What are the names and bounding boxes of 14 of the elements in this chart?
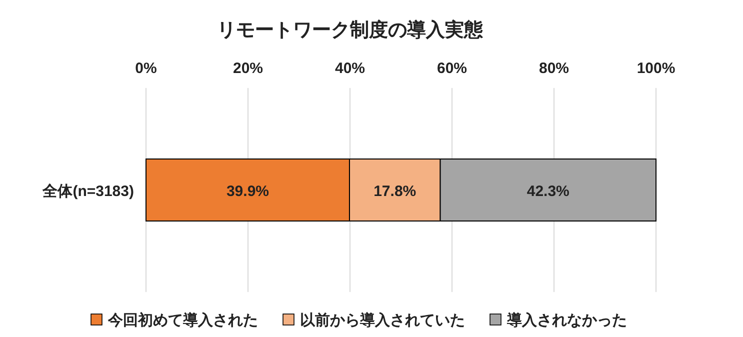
x-tick-label: 20% — [232, 60, 264, 77]
x-tick-label: 40% — [334, 60, 366, 77]
legend-label: 今回初めて導入された — [107, 311, 258, 329]
legend-label: 導入されなかった — [506, 311, 627, 329]
legend-label: 以前から導入されていた — [300, 311, 465, 329]
data-label: 39.9% — [226, 183, 270, 200]
x-tick-label: 0% — [135, 60, 157, 77]
chart-title: リモートワーク制度の導入実態 — [217, 19, 484, 41]
data-label: 42.3% — [526, 183, 570, 200]
y-tick-label: 全体(n=3183) — [42, 183, 134, 200]
x-tick-label: 80% — [538, 60, 570, 77]
data-label: 17.8% — [374, 183, 416, 200]
x-tick-label: 100% — [636, 60, 676, 77]
x-tick-label: 60% — [436, 60, 468, 77]
